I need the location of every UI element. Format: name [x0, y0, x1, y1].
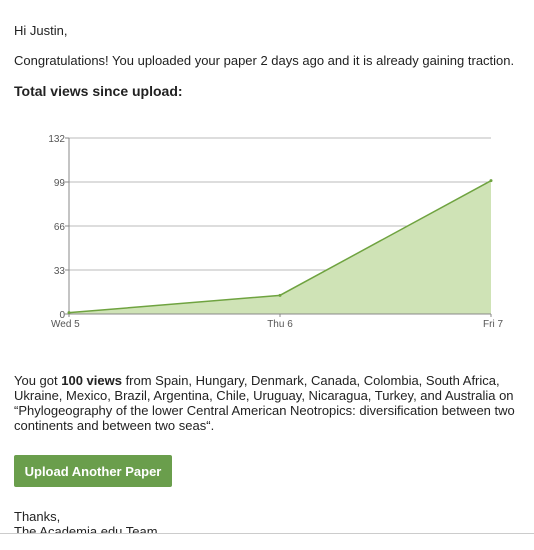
y-tick-label: 0	[59, 310, 65, 321]
views-heading: Total views since upload:	[14, 83, 183, 99]
y-tick-label: 99	[54, 178, 66, 189]
greeting-text: Hi Justin,	[14, 23, 68, 38]
views-chart: 0 33 66 99 132 Wed 5 Thu 6 Fri 7	[14, 128, 534, 333]
bottom-divider	[0, 533, 534, 534]
summary-text: You got 100 views from Spain, Hungary, D…	[14, 373, 526, 433]
data-point	[278, 293, 282, 297]
page-cutoff	[0, 534, 534, 550]
views-chart-svg: 0 33 66 99 132 Wed 5 Thu 6 Fri 7	[48, 134, 503, 330]
summary-prefix: You got	[14, 373, 62, 388]
summary-views: 100 views	[61, 373, 122, 388]
area-fill	[69, 180, 491, 314]
x-tick-label: Thu 6	[267, 319, 293, 330]
summary-suffix: from Spain, Hungary, Denmark, Canada, Co…	[14, 373, 515, 433]
congrats-text: Congratulations! You uploaded your paper…	[14, 53, 515, 68]
thanks-text: Thanks,	[14, 509, 61, 524]
y-tick-label: 33	[54, 266, 66, 277]
upload-another-paper-button[interactable]: Upload Another Paper	[14, 455, 172, 487]
x-tick-label: Wed 5	[51, 319, 80, 330]
data-point	[67, 311, 71, 315]
data-point	[489, 179, 493, 183]
x-tick-label: Fri 7	[483, 319, 503, 330]
y-tick-label: 66	[54, 222, 66, 233]
y-tick-label: 132	[48, 134, 65, 145]
